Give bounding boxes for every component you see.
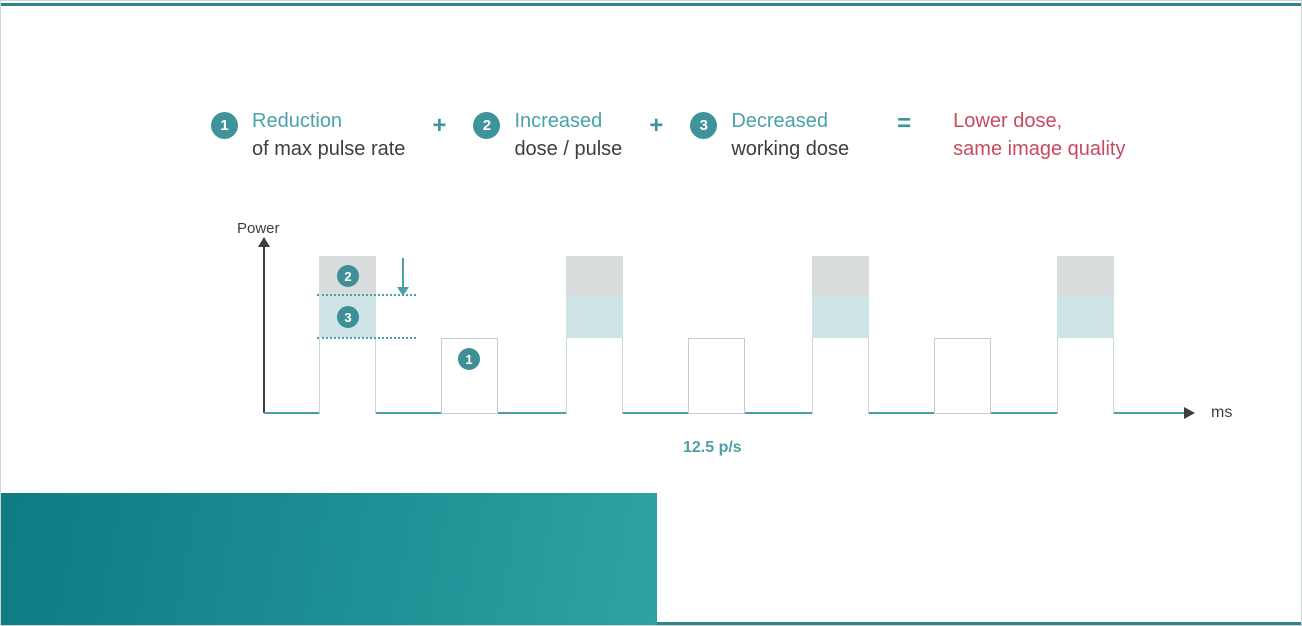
pulse-base-segment: [566, 338, 623, 414]
y-axis: [263, 247, 265, 413]
pulse-removed-dose-segment: [566, 256, 623, 296]
formula-term-title: Increased: [514, 110, 603, 132]
pulse-base-segment: [812, 338, 869, 414]
pulse-added-dose-segment: [1057, 296, 1114, 338]
dose-level-dotted-line: [317, 337, 416, 339]
dose-reduction-arrow-head-icon: [397, 287, 409, 296]
smartdose-banner: SmartDose Best image quality. Minimized …: [1, 493, 657, 625]
step-1-badge: 1: [211, 112, 238, 139]
formula-result: Lower dose, same image quality: [953, 109, 1125, 162]
formula-term-subtitle: dose / pulse: [514, 138, 623, 160]
formula-item-decreased-working-dose: 3 Decreased working dose: [690, 109, 849, 162]
skipped-pulse: [934, 338, 991, 414]
y-axis-label: Power: [237, 220, 280, 237]
dose-reduction-arrow: [402, 258, 404, 288]
formula-item-reduction: 1 Reduction of max pulse rate: [211, 109, 405, 162]
pulse-removed-dose-segment: [812, 256, 869, 296]
pulse-base-segment: [1057, 338, 1114, 414]
top-accent-rule: [1, 3, 1301, 6]
equals-operator: =: [897, 110, 912, 137]
formula-term-title: Decreased: [731, 110, 829, 132]
tall-pulse: [812, 256, 869, 414]
pulse-removed-dose-segment: [1057, 256, 1114, 296]
plus-operator: +: [649, 112, 664, 139]
chart-badge-1: 1: [458, 348, 480, 370]
formula-row: 1 Reduction of max pulse rate + 2 Increa…: [211, 109, 1125, 162]
tall-pulse: [319, 256, 376, 414]
pulse-added-dose-segment: [566, 296, 623, 338]
step-2-badge: 2: [473, 112, 501, 139]
y-axis-arrow-icon: [258, 237, 270, 247]
chart-badge-3: 3: [337, 306, 359, 328]
pulse-rate-label: 12.5 p/s: [683, 439, 742, 456]
result-line-2: same image quality: [953, 138, 1126, 160]
skipped-pulse: [688, 338, 745, 414]
tall-pulse: [566, 256, 623, 414]
chart-badge-2: 2: [337, 265, 359, 287]
formula-item-increased-dose: 2 Increased dose / pulse: [473, 109, 622, 162]
tall-pulse: [1057, 256, 1114, 414]
formula-term-subtitle: of max pulse rate: [252, 138, 406, 160]
dose-level-dotted-line: [317, 294, 416, 296]
formula-term-subtitle: working dose: [731, 138, 850, 160]
result-line-1: Lower dose,: [953, 110, 1063, 132]
formula-term-title: Reduction: [252, 110, 343, 132]
pulse-base-segment: [319, 338, 376, 414]
plus-operator: +: [432, 112, 447, 139]
pulse-added-dose-segment: [812, 296, 869, 338]
step-3-badge: 3: [690, 112, 718, 139]
x-axis-label: ms: [1211, 404, 1233, 421]
x-axis-arrow-icon: [1184, 407, 1195, 419]
